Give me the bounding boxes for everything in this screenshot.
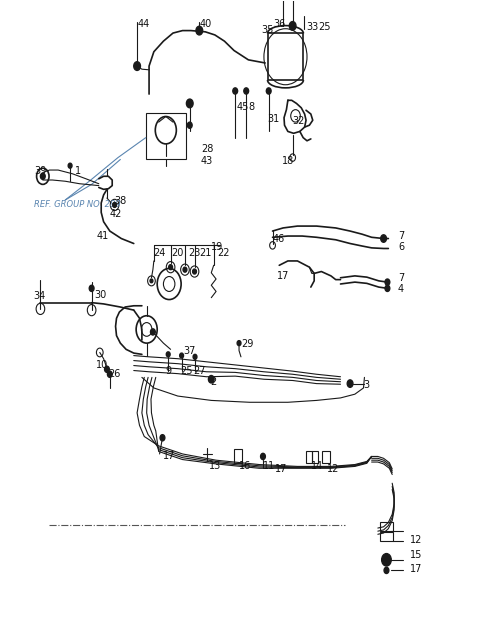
Text: 32: 32 <box>293 116 305 126</box>
Circle shape <box>168 265 172 270</box>
Text: 40: 40 <box>199 19 212 29</box>
Text: 20: 20 <box>171 248 184 258</box>
Text: 14: 14 <box>311 461 323 471</box>
Text: 18: 18 <box>282 157 294 167</box>
Circle shape <box>289 22 296 31</box>
Circle shape <box>261 453 265 459</box>
Text: 22: 22 <box>217 248 229 258</box>
Text: 25: 25 <box>180 366 192 376</box>
Text: 19: 19 <box>211 241 224 251</box>
Text: 31: 31 <box>268 114 280 124</box>
Bar <box>323 452 329 462</box>
Circle shape <box>208 376 214 383</box>
Circle shape <box>237 341 241 346</box>
Text: 35: 35 <box>262 25 274 35</box>
Text: REF. GROUP NO. 289: REF. GROUP NO. 289 <box>34 200 121 210</box>
Circle shape <box>108 371 112 378</box>
Text: 37: 37 <box>183 346 196 356</box>
Text: 11: 11 <box>263 461 275 471</box>
Circle shape <box>186 99 193 108</box>
Text: 6: 6 <box>398 242 404 252</box>
Text: 45: 45 <box>237 102 249 112</box>
Text: 24: 24 <box>153 248 165 258</box>
Text: 43: 43 <box>201 157 213 167</box>
Circle shape <box>89 285 94 291</box>
Text: 44: 44 <box>137 19 149 29</box>
Text: 27: 27 <box>193 366 206 376</box>
Text: 34: 34 <box>33 291 46 301</box>
Bar <box>306 452 312 462</box>
Circle shape <box>150 279 153 283</box>
Bar <box>146 113 186 160</box>
Text: 21: 21 <box>199 248 212 258</box>
Text: 36: 36 <box>274 19 286 29</box>
Circle shape <box>160 435 165 441</box>
Text: 17: 17 <box>277 271 289 281</box>
Text: 30: 30 <box>94 290 106 300</box>
Bar <box>380 522 393 531</box>
Text: 2: 2 <box>210 377 216 387</box>
Circle shape <box>113 202 117 207</box>
Text: 46: 46 <box>273 233 285 243</box>
Circle shape <box>180 353 183 358</box>
Circle shape <box>233 88 238 94</box>
Bar <box>312 452 318 462</box>
Circle shape <box>193 354 197 359</box>
Circle shape <box>347 380 353 388</box>
Circle shape <box>134 62 141 71</box>
Text: 9: 9 <box>166 366 172 376</box>
Circle shape <box>40 173 45 179</box>
Circle shape <box>166 352 170 357</box>
Text: 28: 28 <box>201 144 213 154</box>
Text: 41: 41 <box>96 231 108 241</box>
Circle shape <box>385 285 390 291</box>
Circle shape <box>266 88 271 94</box>
Bar <box>234 449 242 462</box>
Circle shape <box>192 269 196 274</box>
Text: 42: 42 <box>110 209 122 219</box>
Text: 10: 10 <box>96 360 108 370</box>
Text: 7: 7 <box>398 273 404 283</box>
Text: 33: 33 <box>306 22 318 32</box>
Text: 26: 26 <box>108 369 121 379</box>
Text: 7: 7 <box>398 231 404 241</box>
Text: 12: 12 <box>410 535 422 545</box>
Text: 17: 17 <box>410 564 422 574</box>
Text: 38: 38 <box>115 196 127 206</box>
Circle shape <box>68 163 72 168</box>
Text: 8: 8 <box>249 102 255 112</box>
Text: 25: 25 <box>318 22 331 32</box>
Text: 17: 17 <box>163 451 176 461</box>
Circle shape <box>151 329 156 335</box>
Circle shape <box>385 279 390 285</box>
Text: 4: 4 <box>398 284 404 294</box>
Text: 23: 23 <box>188 248 201 258</box>
Text: 3: 3 <box>363 381 370 391</box>
Text: 17: 17 <box>275 464 287 474</box>
Circle shape <box>384 567 389 573</box>
Circle shape <box>381 235 386 242</box>
Circle shape <box>244 88 249 94</box>
Bar <box>380 532 393 541</box>
Text: 16: 16 <box>239 461 251 471</box>
Text: 29: 29 <box>241 339 254 349</box>
Text: 13: 13 <box>209 461 221 471</box>
Circle shape <box>382 553 391 566</box>
Circle shape <box>187 122 192 129</box>
Circle shape <box>105 366 109 373</box>
Text: 39: 39 <box>34 166 47 177</box>
Text: 12: 12 <box>327 464 339 474</box>
Bar <box>267 33 303 80</box>
Circle shape <box>183 267 187 272</box>
Text: 15: 15 <box>410 550 422 560</box>
Circle shape <box>196 26 203 35</box>
Text: 1: 1 <box>75 166 81 177</box>
